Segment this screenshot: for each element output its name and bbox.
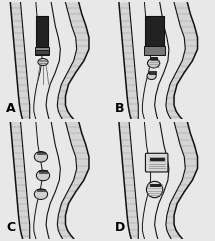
Polygon shape bbox=[166, 2, 198, 119]
Polygon shape bbox=[149, 71, 156, 74]
Text: B: B bbox=[115, 102, 124, 115]
Polygon shape bbox=[150, 158, 164, 160]
FancyBboxPatch shape bbox=[145, 153, 168, 172]
Ellipse shape bbox=[36, 170, 50, 181]
Polygon shape bbox=[150, 184, 160, 186]
Polygon shape bbox=[35, 50, 49, 54]
Polygon shape bbox=[145, 16, 164, 46]
Polygon shape bbox=[144, 46, 165, 55]
Polygon shape bbox=[119, 2, 138, 119]
Ellipse shape bbox=[34, 152, 48, 162]
Polygon shape bbox=[150, 57, 157, 60]
Polygon shape bbox=[37, 189, 45, 191]
Polygon shape bbox=[57, 2, 89, 119]
Ellipse shape bbox=[146, 181, 163, 198]
Text: C: C bbox=[6, 221, 15, 234]
Polygon shape bbox=[37, 152, 45, 154]
Polygon shape bbox=[119, 122, 138, 239]
Polygon shape bbox=[35, 47, 49, 55]
Text: A: A bbox=[6, 102, 16, 115]
Text: D: D bbox=[115, 221, 125, 234]
Ellipse shape bbox=[147, 59, 160, 68]
Polygon shape bbox=[57, 122, 89, 239]
Polygon shape bbox=[166, 122, 198, 239]
Polygon shape bbox=[36, 16, 48, 47]
Ellipse shape bbox=[38, 59, 48, 66]
Ellipse shape bbox=[147, 73, 156, 80]
Polygon shape bbox=[10, 2, 30, 119]
Ellipse shape bbox=[34, 189, 48, 200]
Polygon shape bbox=[39, 170, 47, 173]
Polygon shape bbox=[10, 122, 30, 239]
